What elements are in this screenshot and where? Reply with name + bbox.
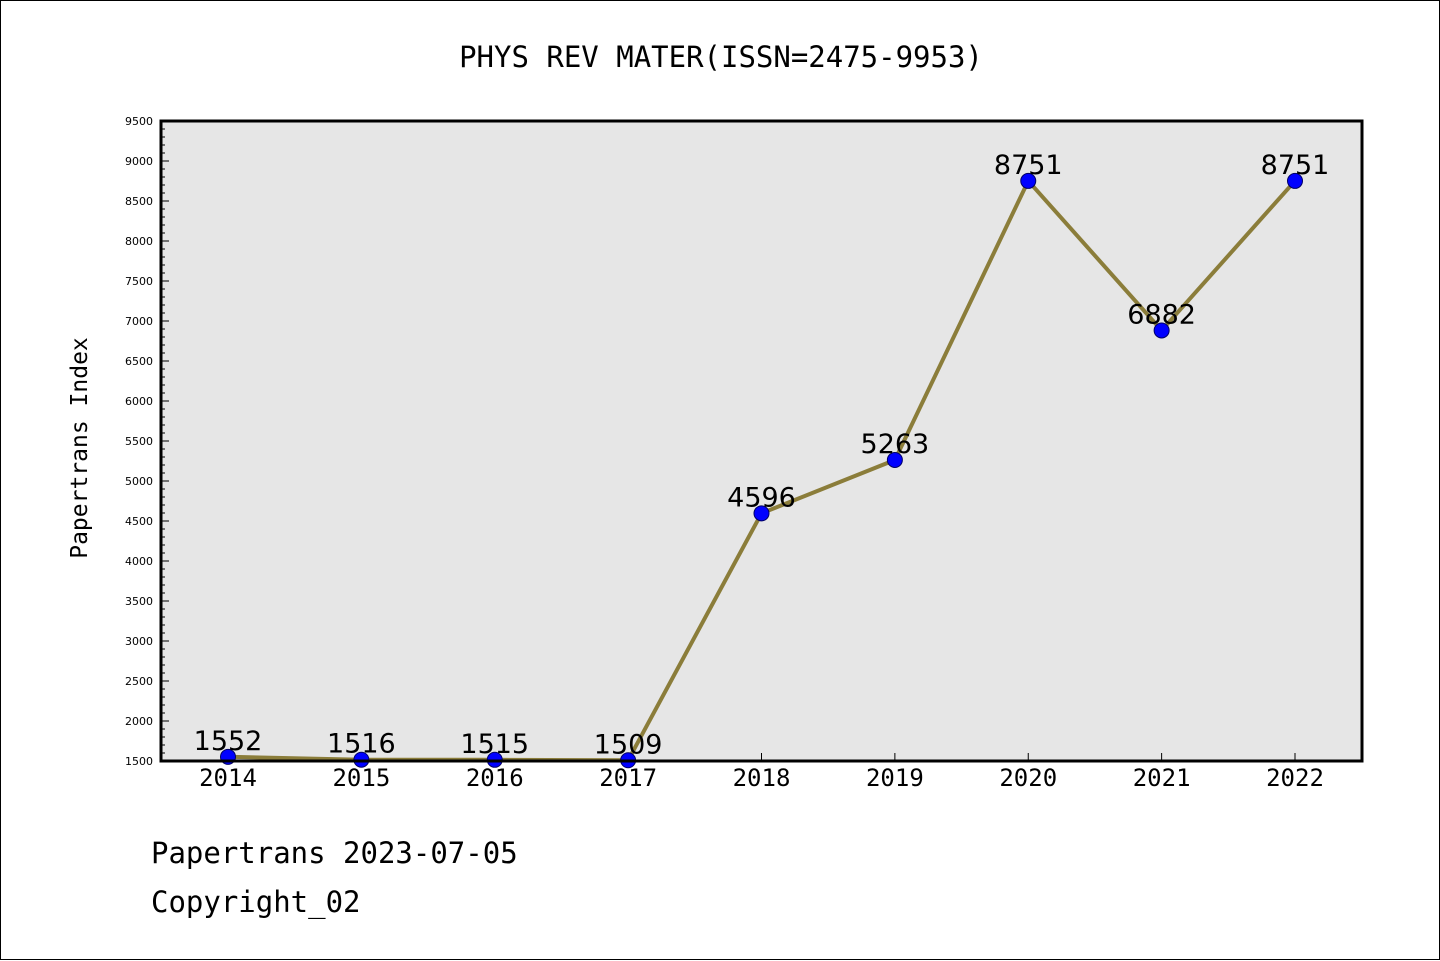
data-point-label: 1516 (327, 729, 396, 760)
y-tick-label: 7500 (125, 275, 153, 288)
y-axis-label: Papertrans Index (67, 337, 93, 559)
data-point-label: 4596 (727, 482, 796, 513)
footer-copyright-text: Copyright_02 (151, 885, 361, 919)
y-tick-label: 7000 (125, 315, 153, 328)
x-tick-label: 2017 (599, 764, 657, 792)
y-tick-label: 5500 (125, 435, 153, 448)
y-tick-label: 2500 (125, 675, 153, 688)
plot-area (161, 121, 1362, 761)
y-tick-label: 9000 (125, 155, 153, 168)
data-point-label: 5263 (861, 429, 930, 460)
data-point-label: 8751 (994, 150, 1063, 181)
y-tick-label: 6000 (125, 395, 153, 408)
chart-title: PHYS REV MATER(ISSN=2475-9953) (459, 40, 983, 74)
data-point-marker (753, 505, 770, 522)
x-tick-label: 2018 (733, 764, 791, 792)
data-point-marker (1287, 172, 1303, 189)
y-tick-label: 4500 (125, 515, 153, 528)
x-axis-ticks: 2014 2015 2016 2017 2018 2019 2020 2021 2022 (199, 753, 1324, 792)
data-point-label: 1515 (460, 729, 529, 760)
plot-border (159, 119, 1364, 763)
y-tick-label: 6500 (125, 355, 153, 368)
x-tick-label: 2022 (1266, 764, 1324, 792)
x-tick-label: 2020 (999, 764, 1057, 792)
footer-date-text: Papertrans 2023-07-05 (151, 836, 518, 870)
y-tick-label: 2000 (125, 715, 153, 728)
y-tick-label: 1500 (125, 755, 153, 768)
y-tick-label: 3500 (125, 595, 153, 608)
data-point-marker (886, 451, 903, 468)
data-point-marker (1153, 322, 1170, 339)
data-point-label: 1509 (594, 729, 663, 760)
y-tick-label: 5000 (125, 475, 153, 488)
x-tick-label: 2015 (332, 764, 390, 792)
y-tick-label: 4000 (125, 555, 153, 568)
x-tick-label: 2014 (199, 764, 257, 792)
x-tick-label: 2016 (466, 764, 524, 792)
x-tick-label: 2019 (866, 764, 924, 792)
y-tick-label: 8500 (125, 195, 153, 208)
y-tick-label: 9500 (125, 115, 153, 128)
data-point-label: 1552 (194, 726, 263, 757)
data-point-marker (1020, 172, 1037, 189)
y-tick-label: 8000 (125, 235, 153, 248)
y-tick-label: 3000 (125, 635, 153, 648)
data-point-label: 8751 (1261, 150, 1330, 181)
x-tick-label: 2021 (1133, 764, 1191, 792)
data-point-label: 6882 (1127, 299, 1196, 330)
data-labels: 1552 1516 1515 1509 4596 5263 8751 6882 8751 (194, 150, 1330, 760)
